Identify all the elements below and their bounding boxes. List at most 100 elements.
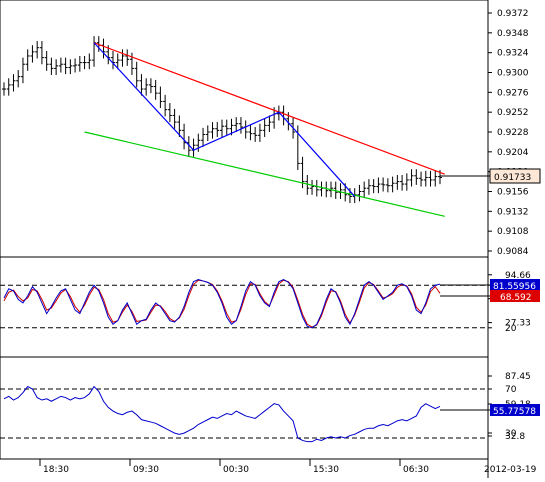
price-bar xyxy=(125,49,130,66)
price-bar xyxy=(215,122,220,137)
stochastic-panel xyxy=(0,256,489,358)
price-bar xyxy=(115,53,120,70)
price-bar xyxy=(201,127,206,147)
time-tick-labels: 18:30 09:30 00:30 15:30 06:30 2012-03-19 xyxy=(39,459,537,475)
price-bar xyxy=(253,127,258,142)
price-bar xyxy=(220,119,224,137)
price-bar xyxy=(134,61,139,88)
rsi-box xyxy=(490,404,540,416)
price-bar xyxy=(404,173,409,191)
price-tick-label: 0.9324 xyxy=(497,49,529,59)
price-bar xyxy=(73,58,78,73)
rsi-tick-label: 30 xyxy=(505,429,517,439)
price-bar xyxy=(20,57,25,84)
price-bar xyxy=(63,57,68,75)
last-price-tag: 0.91733 xyxy=(440,168,541,184)
price-tick-label: 0.9204 xyxy=(497,148,529,158)
price-bar xyxy=(177,115,182,137)
price-bar xyxy=(428,170,433,187)
stoch-d-tag: 68.592 xyxy=(440,290,540,303)
price-bar xyxy=(423,170,428,187)
price-bar xyxy=(6,78,11,96)
time-tick-label: 18:30 xyxy=(43,465,69,475)
stochastic-lines xyxy=(0,278,488,329)
stoch-k-text: 81.55956 xyxy=(493,282,536,292)
price-bar xyxy=(49,57,54,75)
price-bar xyxy=(310,179,315,195)
price-bar xyxy=(68,59,73,75)
price-bar xyxy=(419,171,424,187)
price-bar xyxy=(257,123,262,142)
price-tick-label: 0.9132 xyxy=(497,207,529,217)
price-bar xyxy=(139,74,144,96)
price-bar xyxy=(35,41,40,59)
rsi-tick-label: 87.45 xyxy=(505,372,531,382)
price-bar xyxy=(44,51,49,71)
time-tick-label: 09:30 xyxy=(133,465,159,475)
price-bar xyxy=(16,70,21,88)
price-bar xyxy=(163,94,168,117)
price-bar xyxy=(158,86,163,109)
price-tick-label: 0.9348 xyxy=(497,29,529,39)
price-bar xyxy=(409,169,414,187)
rsi-series-line xyxy=(3,385,441,443)
trendlines xyxy=(84,42,445,217)
price-bar xyxy=(167,103,172,123)
stochastic-tick-label: 27.33 xyxy=(505,319,531,329)
price-tick-label: 0.9372 xyxy=(497,9,529,19)
price-bar xyxy=(205,125,210,142)
rsi-tick-label: 32.8 xyxy=(505,432,525,442)
price-bar xyxy=(82,55,87,70)
price-tick-label: 0.9276 xyxy=(497,88,529,98)
price-bar xyxy=(172,108,177,129)
price-bar xyxy=(77,55,82,72)
price-bar xyxy=(39,41,44,65)
price-bar xyxy=(305,174,310,195)
price-bar xyxy=(30,45,35,63)
price-bar xyxy=(400,174,405,191)
price-tick-label: 0.9156 xyxy=(497,188,529,198)
price-bar xyxy=(153,79,158,100)
price-bar xyxy=(362,181,367,199)
price-bar xyxy=(390,176,395,193)
price-panel xyxy=(0,0,489,258)
price-bar xyxy=(238,117,243,134)
price-bar xyxy=(58,57,63,73)
price-bar xyxy=(433,170,438,187)
last-price-text: 0.91733 xyxy=(494,173,531,183)
price-bar xyxy=(376,177,381,194)
date-label: 2012-03-19 xyxy=(484,465,537,475)
price-bar xyxy=(414,169,419,185)
zigzag-trendline xyxy=(93,42,356,197)
price-tick-label: 0.9084 xyxy=(497,247,529,257)
price-bar xyxy=(182,123,187,150)
price-bar xyxy=(248,125,253,141)
stoch-d-box xyxy=(490,290,540,302)
stochastic-tick-label: 94.66 xyxy=(505,271,531,281)
price-bar xyxy=(262,118,267,137)
price-bar xyxy=(11,74,16,92)
price-bar xyxy=(229,118,234,136)
price-bar xyxy=(144,78,149,96)
rsi-panel xyxy=(0,356,489,460)
price-bar xyxy=(357,184,362,202)
price-bar xyxy=(371,179,376,194)
price-tick-label: 0.9108 xyxy=(497,227,529,237)
stoch-k-box xyxy=(490,279,540,291)
resistance-trendline xyxy=(93,42,445,175)
price-bar xyxy=(25,49,30,71)
price-bar xyxy=(267,115,272,132)
price-bar xyxy=(87,53,92,70)
price-bar xyxy=(224,119,229,136)
price-bar xyxy=(120,49,125,67)
price-bar xyxy=(210,122,215,139)
price-bar xyxy=(54,59,59,75)
stochastic-series-line xyxy=(3,278,441,329)
rsi-lines xyxy=(0,385,488,443)
price-tick-labels: 0.9372 0.9348 0.9324 0.9300 0.9276 0.9252 0.92… xyxy=(488,9,529,257)
price-bar xyxy=(148,78,153,94)
time-tick-label: 15:30 xyxy=(313,465,339,475)
stoch-d-text: 68.592 xyxy=(500,293,532,303)
